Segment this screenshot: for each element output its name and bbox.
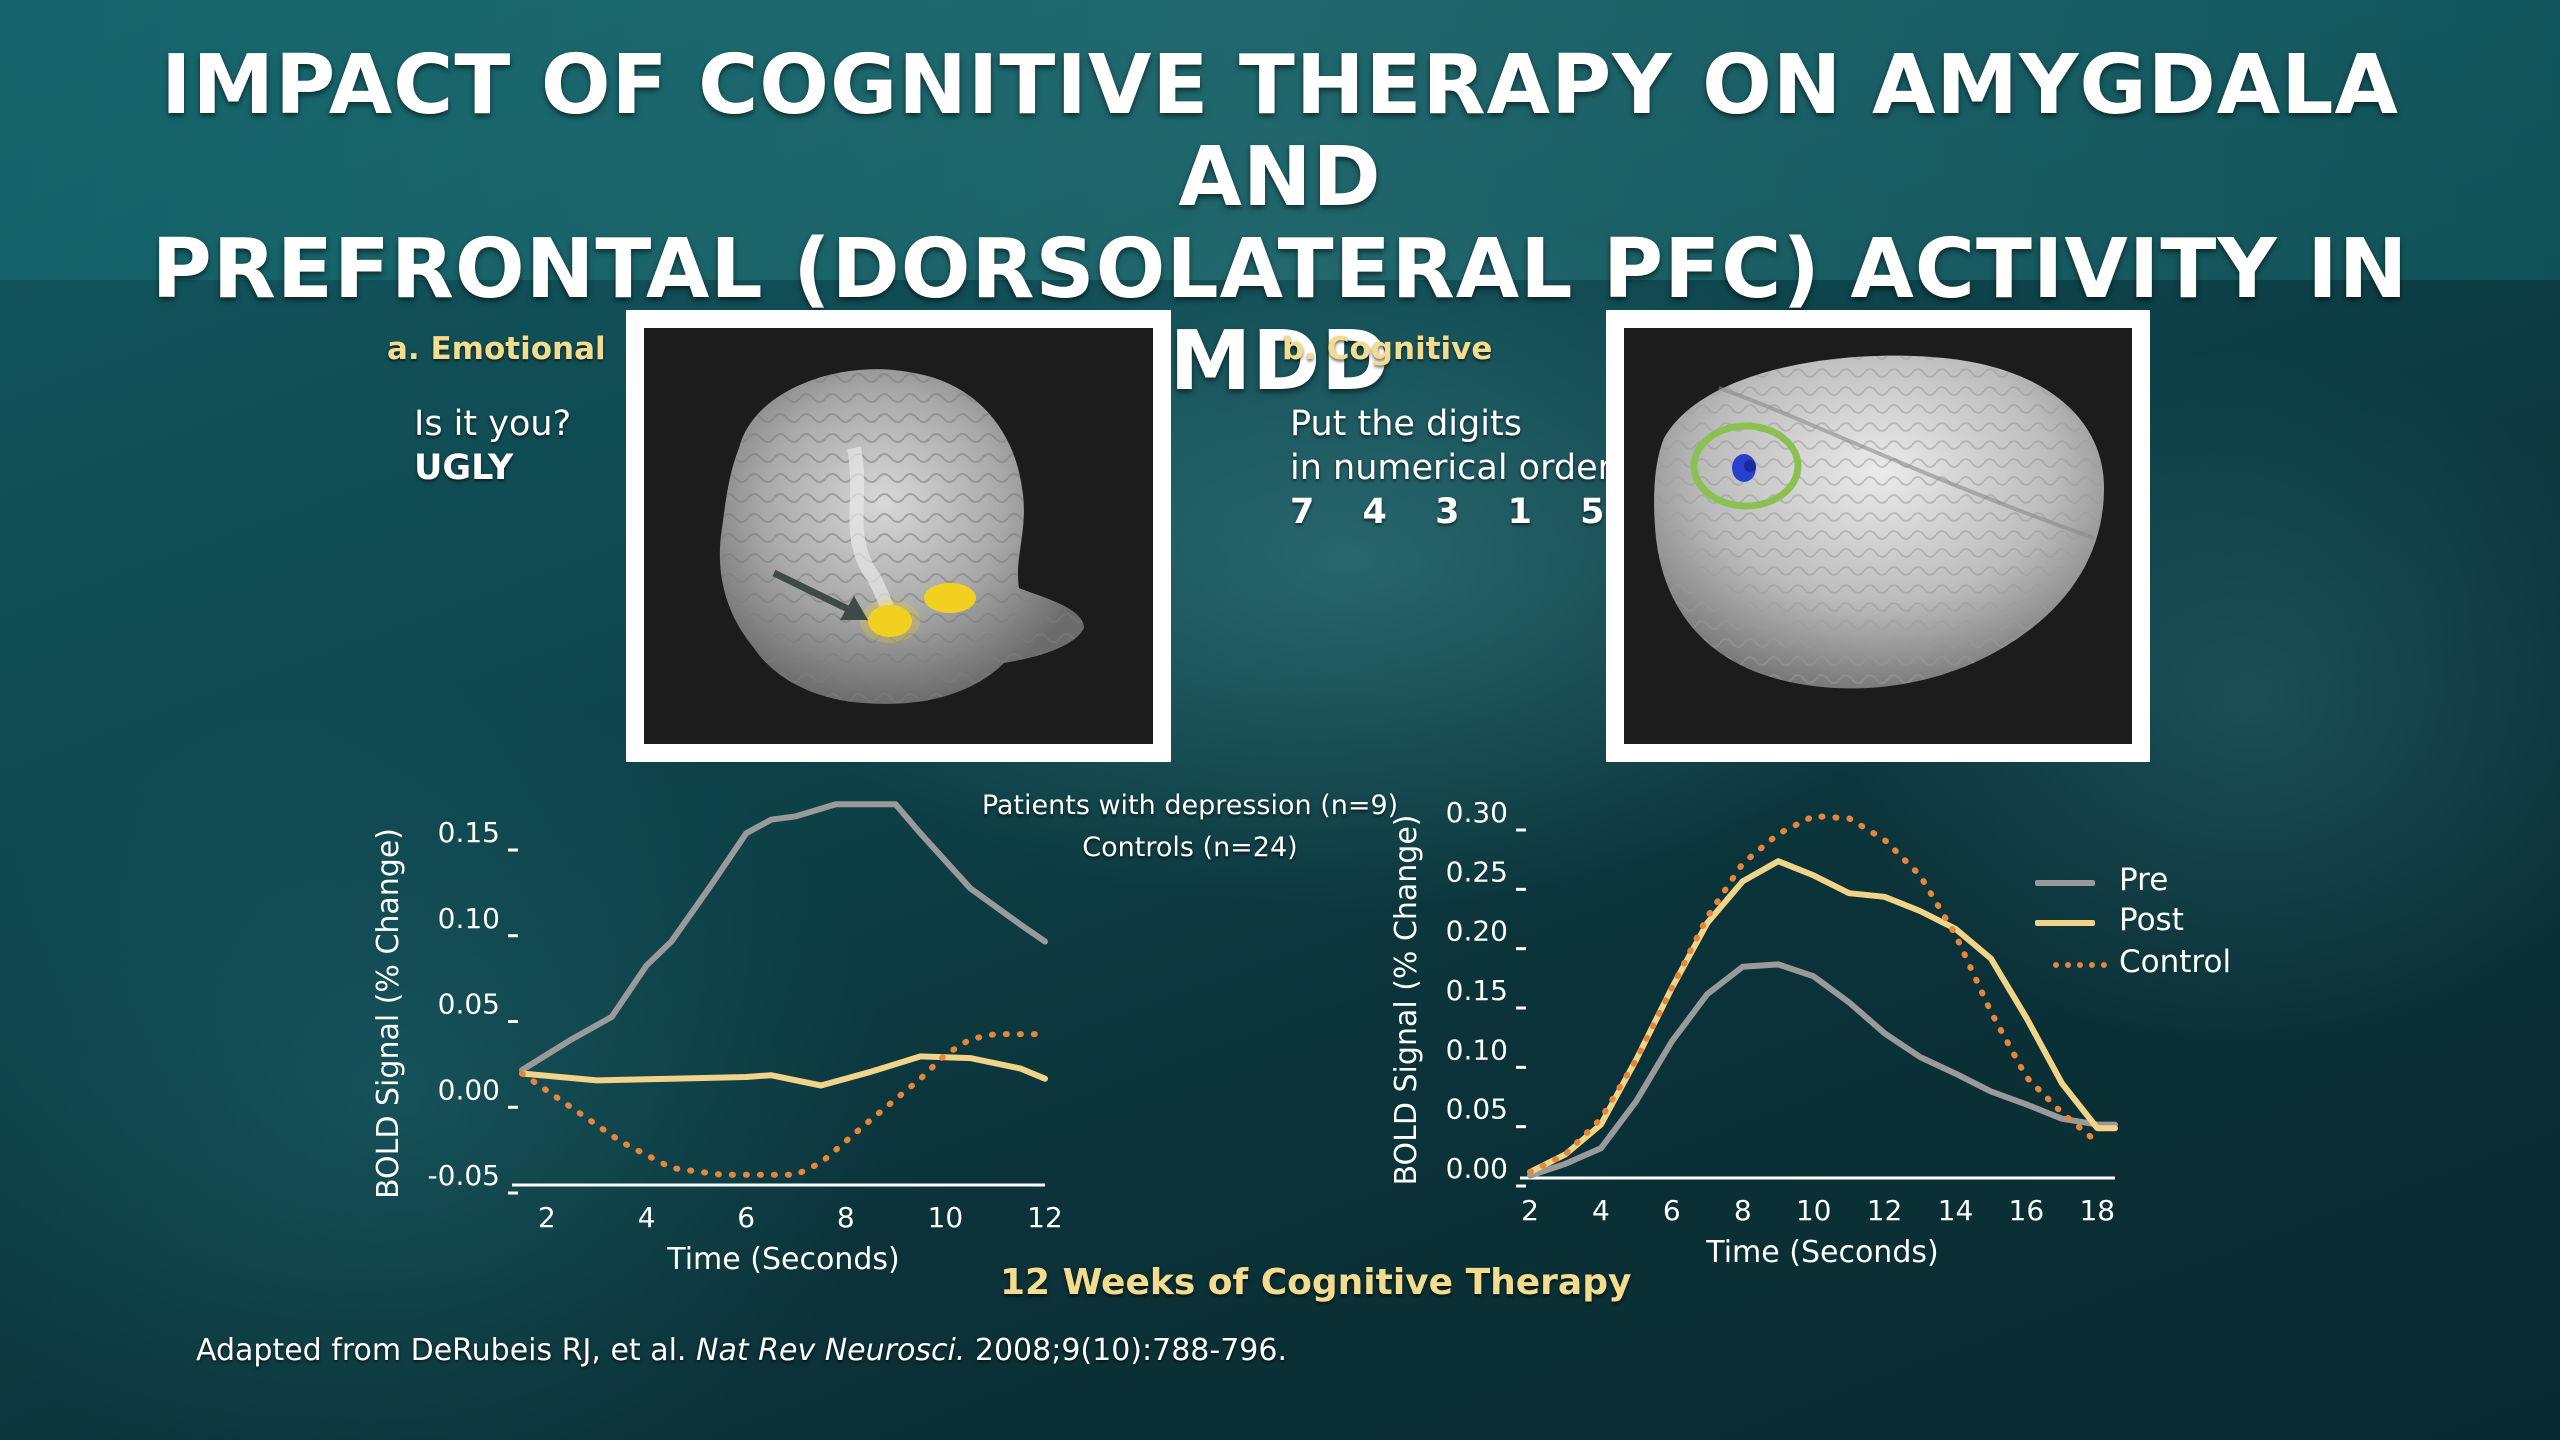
emotional-task: Is it you? UGLY <box>414 402 571 490</box>
chart-left-y-tick-label: 0.00 <box>438 1073 500 1106</box>
legend-swatch-pre <box>2035 880 2095 886</box>
chart-left-y-tick-label: 0.15 <box>438 816 500 849</box>
legend-label-control: Control <box>2119 944 2232 980</box>
chart-right-y-tick-label: 0.05 <box>1446 1093 1508 1126</box>
chart-left-series-post <box>519 1053 1048 1089</box>
chart-left-x-tick-label: 12 <box>1027 1201 1063 1234</box>
chart-left-series-control <box>519 1031 1048 1178</box>
chart-right-y-tick-label: 0.00 <box>1446 1152 1508 1185</box>
chart-right-x-tick-label: 10 <box>1796 1194 1832 1227</box>
cognitive-digits: 7 4 3 1 5 <box>1290 492 1623 532</box>
brain-image-cognitive <box>1606 310 2150 762</box>
cognitive-task: Put the digits in numerical order 7 4 3 … <box>1290 402 1623 534</box>
legend-label-pre: Pre <box>2119 862 2169 898</box>
chart-right-x-tick-label: 8 <box>1734 1194 1752 1227</box>
chart-right-x-tick-label: 16 <box>2009 1194 2045 1227</box>
chart-left-y-tick-label: 0.05 <box>438 988 500 1021</box>
chart-right-x-tick-label: 2 <box>1521 1194 1539 1227</box>
legend-left-depression: Patients with depression (n=9) <box>981 790 1399 821</box>
chart-left-y-tick-label: 0.10 <box>438 902 500 935</box>
legend-swatch-post <box>2035 920 2095 926</box>
citation: Adapted from DeRubeis RJ, et al. Nat Rev… <box>196 1333 1287 1368</box>
chart-left-y-tick-label: -0.05 <box>428 1159 500 1192</box>
brain-sagittal-image <box>644 328 1153 744</box>
chart-right-y-tick-label: 0.30 <box>1446 796 1508 829</box>
chart-left-y-axis-label: BOLD Signal (% Change) <box>371 828 406 1199</box>
chart-right-y-tick-label: 0.10 <box>1446 1033 1508 1066</box>
chart-right-x-tick-label: 12 <box>1867 1194 1903 1227</box>
legend-label-post: Post <box>2119 902 2184 938</box>
chart-left: -0.05 0.00 0.05 0.10 0.15 2 4 6 8 10 12 Time (Secon… <box>371 801 1063 1277</box>
chart-right-y-tick-label: 0.25 <box>1446 855 1508 888</box>
chart-left-x-tick-label: 8 <box>837 1201 855 1234</box>
chart-right-x-tick-label: 18 <box>2079 1194 2115 1227</box>
legend-item-control: Control <box>2035 944 2295 984</box>
cognitive-panel-label: b. Cognitive <box>1282 331 1493 367</box>
slide-title: IMPACT OF COGNITIVE THERAPY ON AMYGDALA … <box>80 40 2480 408</box>
chart-right: 0.00 0.05 0.10 0.15 0.20 0.25 0.30 2 4 6 8 10 12 14 16… <box>1389 796 2118 1270</box>
legend-left: Patients with depression (n=9) Controls … <box>940 785 1440 869</box>
emotional-prompt: Is it you? <box>414 404 572 444</box>
chart-right-x-tick-label: 6 <box>1663 1194 1681 1227</box>
chart-left-x-tick-label: 10 <box>928 1201 964 1234</box>
arrow-icon <box>772 569 868 620</box>
cognitive-prompt-line-1: Put the digits <box>1290 404 1522 444</box>
title-band <box>0 0 2560 280</box>
chart-left-x-axis-label: Time (Seconds) <box>666 1242 899 1277</box>
legend-left-controls: Controls (n=24) <box>1082 832 1298 863</box>
title-line-1: IMPACT OF COGNITIVE THERAPY ON AMYGDALA … <box>161 38 2399 225</box>
citation-suffix: 2008;9(10):788-796. <box>974 1333 1287 1368</box>
brain-3d-image <box>1624 328 2132 744</box>
chart-left-series-pre <box>519 801 1048 1074</box>
highlight-circle <box>1690 422 1802 510</box>
chart-right-x-axis-label: Time (Seconds) <box>1705 1235 1938 1270</box>
chart-right-series-pre <box>1527 961 2118 1179</box>
therapy-duration-note: 12 Weeks of Cognitive Therapy <box>1000 1262 1632 1303</box>
chart-right-y-tick-label: 0.15 <box>1446 974 1508 1007</box>
chart-left-x-tick-label: 2 <box>538 1201 556 1234</box>
emotional-panel-label: a. Emotional <box>387 331 606 367</box>
cognitive-prompt-line-2: in numerical order <box>1290 448 1613 488</box>
chart-right-series-post <box>1527 858 2118 1176</box>
citation-journal: Nat Rev Neurosci. <box>696 1333 966 1368</box>
chart-right-y-tick-label: 0.20 <box>1446 915 1508 948</box>
title-line-2: PREFRONTAL (DORSOLATERAL PFC) ACTIVITY I… <box>151 222 2409 409</box>
legend-swatch-control <box>2053 962 2107 968</box>
chart-right-x-tick-label: 14 <box>1938 1194 1974 1227</box>
citation-prefix: Adapted from DeRubeis RJ, et al. <box>196 1333 687 1368</box>
emotional-word: UGLY <box>414 448 514 488</box>
legend-item-post: Post <box>2035 902 2295 942</box>
legend-item-pre: Pre <box>2035 862 2295 902</box>
chart-right-x-tick-label: 4 <box>1592 1194 1610 1227</box>
chart-left-x-tick-label: 6 <box>737 1201 755 1234</box>
chart-right-y-axis-label: BOLD Signal (% Change) <box>1389 814 1424 1185</box>
chart-left-x-tick-label: 4 <box>638 1201 656 1234</box>
brain-image-emotional <box>626 310 1171 762</box>
